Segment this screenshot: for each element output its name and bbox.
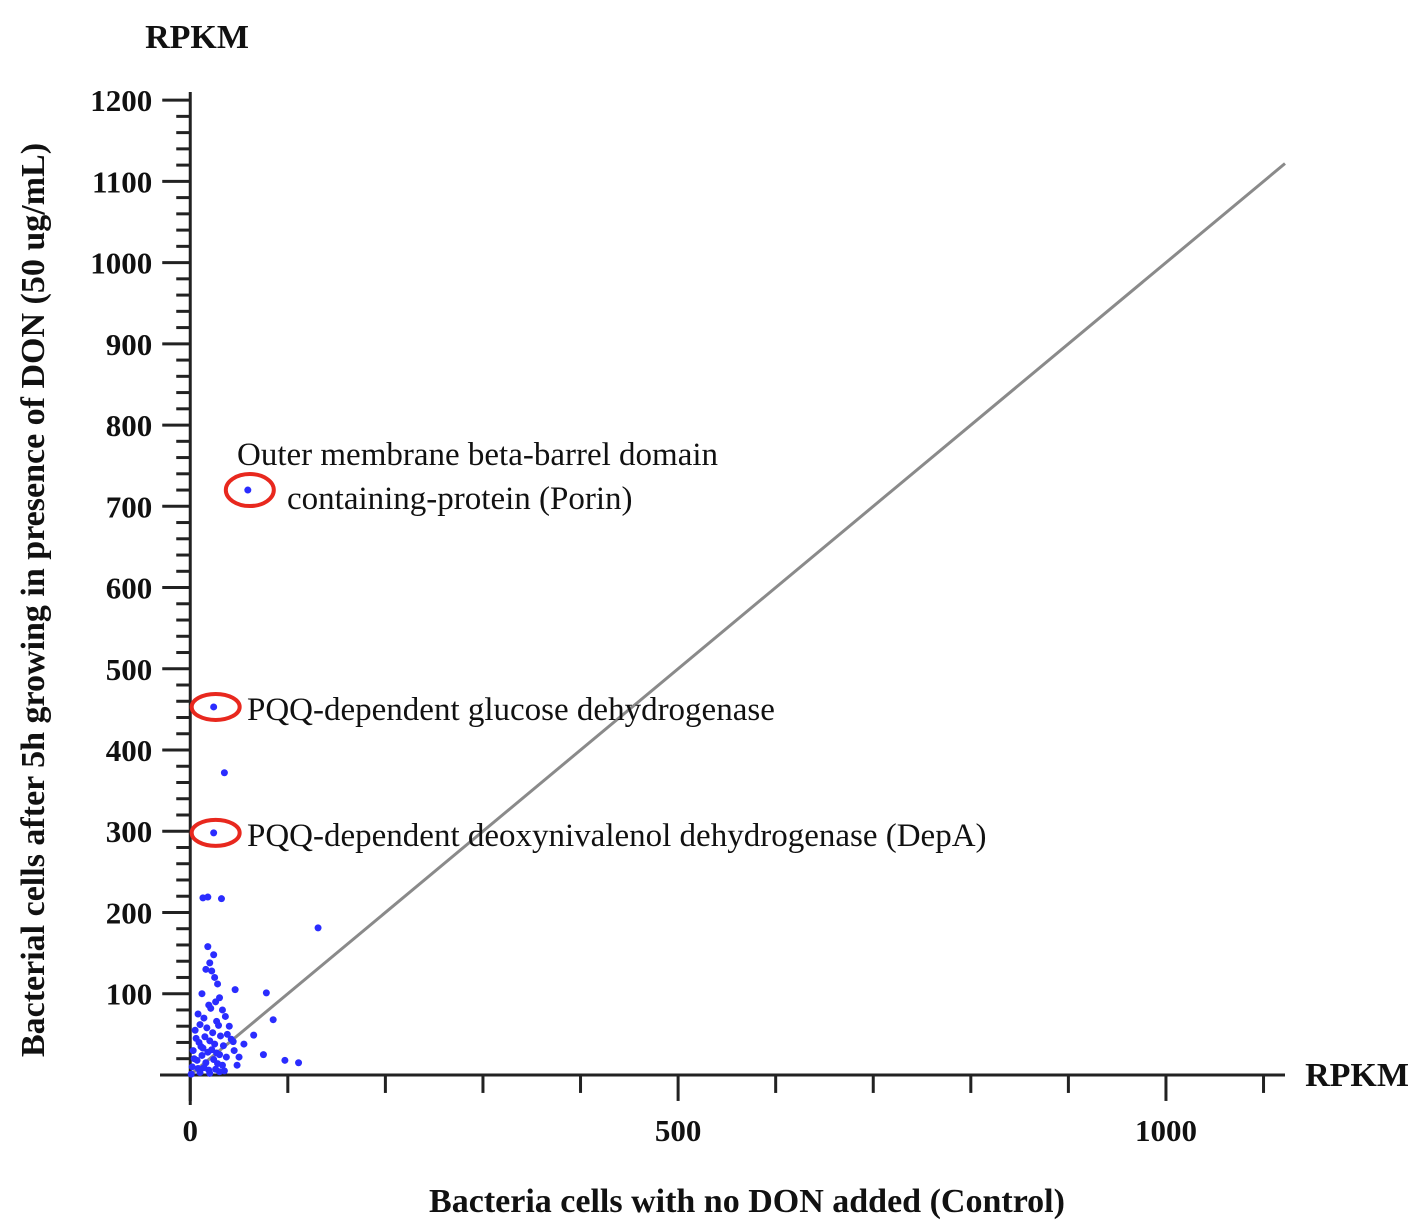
- point: [295, 1059, 303, 1067]
- y-tick-label: 500: [106, 652, 153, 687]
- point: [216, 1051, 224, 1059]
- point: [208, 967, 216, 975]
- point: [269, 1016, 277, 1024]
- highlight-ring: [189, 691, 242, 722]
- point: [199, 1044, 207, 1052]
- point: [230, 1047, 238, 1055]
- point: [206, 959, 214, 967]
- x-unit: RPKM: [1305, 1057, 1409, 1094]
- point: [211, 973, 219, 981]
- y-tick-label: 1100: [92, 164, 152, 199]
- point: [218, 1006, 226, 1014]
- point: [196, 1021, 204, 1029]
- annotation: PQQ-dependent deoxynivalenol dehydrogena…: [247, 818, 987, 854]
- point: [262, 989, 270, 997]
- point: [216, 1032, 224, 1040]
- y-tick-label: 900: [106, 327, 153, 362]
- point: [202, 965, 210, 973]
- y-tick-label: 600: [106, 571, 153, 606]
- point: [204, 943, 212, 951]
- point: [281, 1056, 289, 1064]
- point: [207, 1004, 215, 1012]
- y-tick-label: 100: [106, 977, 153, 1012]
- point: [233, 1061, 241, 1069]
- point: [221, 1012, 229, 1020]
- annotation: PQQ-dependent glucose dehydrogenase: [247, 692, 775, 728]
- point: [189, 1047, 197, 1055]
- point: [218, 1061, 226, 1069]
- point: [201, 1033, 209, 1041]
- point: [219, 1042, 227, 1050]
- point: [198, 1051, 206, 1059]
- point: [223, 1030, 231, 1038]
- y-axis-title: Bacterial cells after 5h growing in pres…: [15, 143, 52, 1057]
- point: [209, 1029, 217, 1037]
- point: [225, 1022, 233, 1030]
- point: [250, 1031, 258, 1039]
- point: [259, 1051, 267, 1059]
- highlight-ring: [189, 817, 242, 848]
- point: [210, 703, 218, 711]
- point: [196, 1069, 204, 1077]
- point: [240, 1040, 248, 1048]
- point: [193, 1056, 201, 1064]
- y-tick-label: 1200: [90, 83, 152, 118]
- point: [198, 990, 206, 998]
- highlight-ring: [223, 472, 276, 509]
- point: [216, 1068, 224, 1076]
- point: [188, 1063, 196, 1071]
- point: [212, 998, 220, 1006]
- reference-line: [189, 162, 1286, 1077]
- point: [229, 1038, 237, 1046]
- point: [244, 486, 252, 494]
- y-tick-label: 200: [106, 895, 153, 930]
- point: [204, 893, 212, 901]
- point: [231, 986, 239, 994]
- y-tick-label: 800: [106, 408, 153, 443]
- point: [210, 829, 218, 837]
- point: [314, 924, 322, 932]
- annotation: containing-protein (Porin): [287, 481, 633, 517]
- point: [191, 1026, 199, 1034]
- x-tick-label: 0: [182, 1113, 198, 1148]
- point: [222, 1053, 230, 1061]
- y-tick-label: 1000: [90, 246, 152, 281]
- y-unit: RPKM: [145, 19, 249, 56]
- point: [220, 769, 228, 777]
- point: [203, 1024, 211, 1032]
- point: [187, 1070, 195, 1078]
- point: [210, 951, 218, 959]
- y-tick-label: 300: [106, 814, 153, 849]
- point: [200, 1014, 208, 1022]
- y-tick-label: 700: [106, 489, 153, 524]
- point: [194, 1010, 202, 1018]
- x-tick-label: 1000: [1135, 1113, 1197, 1148]
- point: [211, 1040, 219, 1048]
- point: [215, 1021, 223, 1029]
- x-axis-title: Bacteria cells with no DON added (Contro…: [429, 1183, 1065, 1220]
- annotation: Outer membrane beta-barrel domain: [237, 437, 718, 473]
- point: [206, 1069, 214, 1077]
- point: [214, 980, 222, 988]
- y-tick-label: 400: [106, 733, 153, 768]
- point: [235, 1053, 243, 1061]
- x-tick-label: 500: [655, 1113, 702, 1148]
- point: [217, 895, 225, 903]
